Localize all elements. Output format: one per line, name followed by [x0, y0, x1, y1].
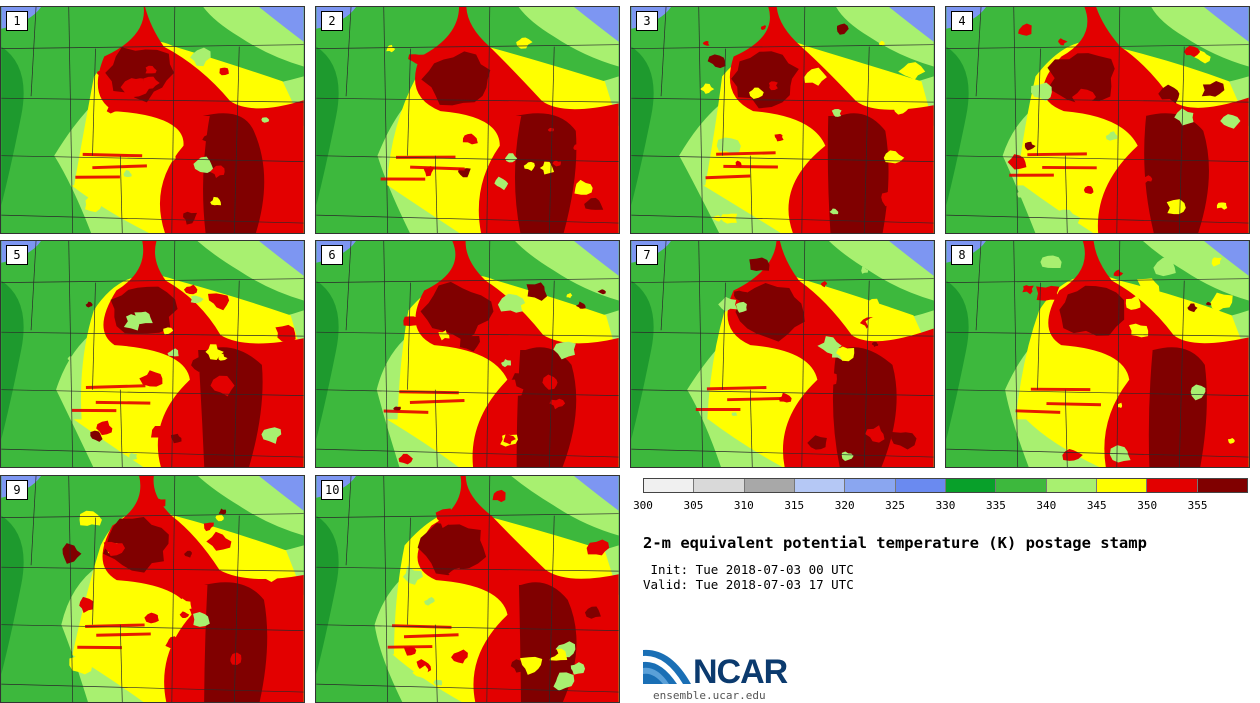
colorbar-tick-label: 355	[1187, 499, 1208, 512]
ensemble-member-map: 2	[315, 6, 620, 234]
colorbar-segment	[644, 479, 695, 492]
colorbar-segment	[895, 479, 946, 492]
colorbar-segment	[945, 479, 997, 492]
colorbar-segment	[1147, 479, 1198, 492]
map-field	[1, 7, 304, 233]
ensemble-member-map: 1	[0, 6, 305, 234]
colorbar-tick-label: 300	[633, 499, 653, 512]
map-field	[316, 241, 619, 467]
colorbar-segment	[1096, 479, 1148, 492]
colorbar-tick-label: 335	[985, 499, 1006, 512]
member-number-label: 7	[636, 245, 658, 265]
member-number-label: 6	[321, 245, 343, 265]
colorbar-tick-label: 345	[1086, 499, 1107, 512]
logo-wordmark: NCAR	[693, 653, 788, 691]
colorbar-tick-label: 320	[834, 499, 855, 512]
colorbar-segment	[794, 479, 846, 492]
member-number-label: 1	[6, 11, 28, 31]
member-number-label: 5	[6, 245, 28, 265]
colorbar-segment	[996, 479, 1047, 492]
colorbar-segment	[1197, 479, 1247, 492]
colorbar-tick-label: 315	[784, 499, 805, 512]
map-field	[631, 241, 934, 467]
colorbar-tick-label: 305	[683, 499, 704, 512]
colorbar-segment	[845, 479, 896, 492]
colorbar	[643, 478, 1248, 493]
ensemble-member-map: 10	[315, 475, 620, 703]
colorbar-tick-label: 310	[733, 499, 754, 512]
ensemble-member-map: 9	[0, 475, 305, 703]
ncar-logo-icon	[643, 649, 691, 684]
member-number-label: 3	[636, 11, 658, 31]
member-number-label: 4	[951, 11, 973, 31]
map-field	[316, 476, 619, 702]
map-field	[1, 241, 304, 467]
member-number-label: 10	[321, 480, 344, 500]
colorbar-tick-label: 330	[935, 499, 956, 512]
member-number-label: 9	[6, 480, 28, 500]
colorbar-tick-label: 340	[1036, 499, 1057, 512]
member-number-label: 8	[951, 245, 973, 265]
ensemble-member-map: 8	[945, 240, 1250, 468]
colorbar-segment	[744, 479, 795, 492]
member-number-label: 2	[321, 11, 343, 31]
init-time: Init: Tue 2018-07-03 00 UTC	[643, 562, 854, 577]
map-field	[946, 241, 1249, 467]
colorbar-tick-label: 325	[885, 499, 906, 512]
ensemble-member-map: 3	[630, 6, 935, 234]
map-field	[316, 7, 619, 233]
ensemble-member-map: 7	[630, 240, 935, 468]
colorbar-segment	[1046, 479, 1097, 492]
plot-title: 2-m equivalent potential temperature (K)…	[643, 534, 1147, 552]
map-field	[1, 476, 304, 702]
colorbar-tick-label: 350	[1137, 499, 1158, 512]
map-field	[631, 7, 934, 233]
valid-time: Valid: Tue 2018-07-03 17 UTC	[643, 577, 854, 592]
logo-url: ensemble.ucar.edu	[653, 689, 766, 702]
ensemble-member-map: 4	[945, 6, 1250, 234]
colorbar-segment	[694, 479, 745, 492]
ensemble-member-map: 6	[315, 240, 620, 468]
ensemble-member-map: 5	[0, 240, 305, 468]
map-field	[946, 7, 1249, 233]
